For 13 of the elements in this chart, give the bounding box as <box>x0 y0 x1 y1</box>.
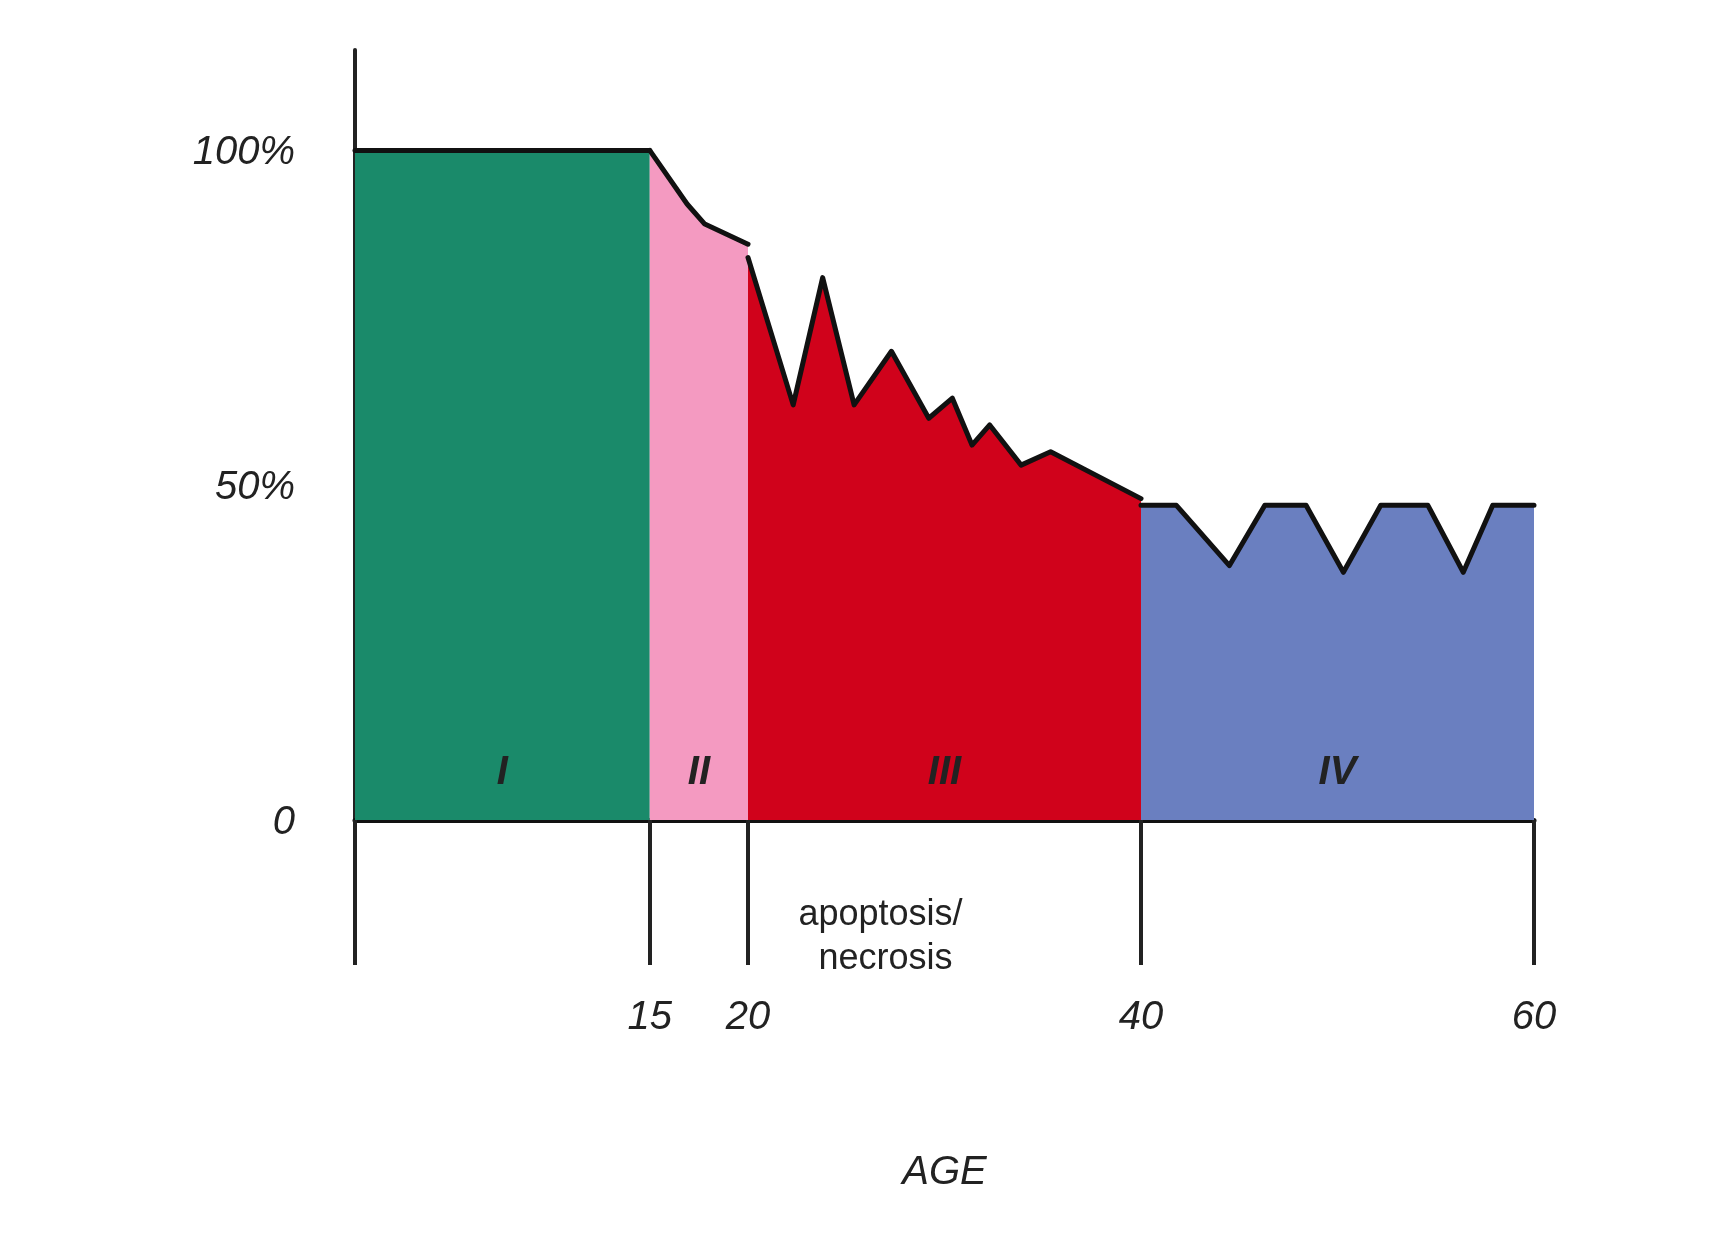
x-tick-label: 60 <box>1511 993 1557 1037</box>
x-tick-label: 40 <box>1118 993 1164 1037</box>
annotation: I <box>496 748 509 792</box>
annotation: IV <box>1318 748 1360 792</box>
x-tick-label: 15 <box>627 993 673 1037</box>
annotation: II <box>687 748 711 792</box>
x-tick-label: 20 <box>724 993 771 1037</box>
y-tick-label: 0 <box>272 798 295 842</box>
x-axis-title: AGE <box>900 1148 989 1192</box>
y-tick-label: 100% <box>192 128 295 173</box>
y-tick-label: 50% <box>214 463 295 508</box>
annotation: III <box>927 748 963 792</box>
text: apoptosis/ necrosis <box>798 891 973 977</box>
